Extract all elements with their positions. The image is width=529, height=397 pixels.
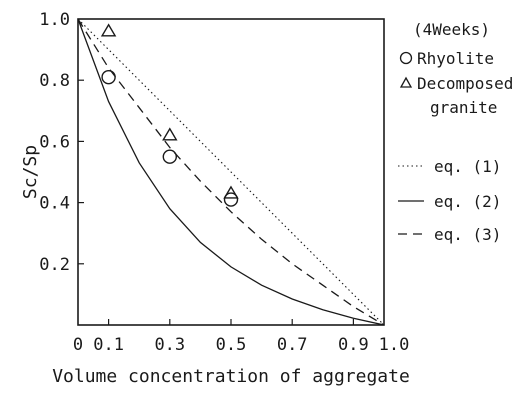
x-tick-label: 1.0 <box>379 335 410 355</box>
y-tick-label: 1.0 <box>39 10 70 30</box>
curve-eq1 <box>77 18 385 326</box>
x-tick-label: 0.3 <box>154 335 185 355</box>
rhyolite-point-1 <box>101 69 116 85</box>
granite-point-2 <box>162 127 178 141</box>
y-tick-label: 0.8 <box>39 71 70 91</box>
legend: (4Weeks) Rhyolite Decomposed granite eq.… <box>398 20 513 244</box>
legend-eq3-label: eq. (3) <box>434 225 501 244</box>
y-axis-title: Sc/Sp <box>20 145 41 199</box>
legend-granite-marker <box>399 76 413 88</box>
x-tick-label: 0 <box>73 335 83 355</box>
x-tick-label: 0.1 <box>93 335 124 355</box>
legend-granite-label-line1: Decomposed <box>417 74 513 93</box>
legend-eq2-label: eq. (2) <box>434 192 501 211</box>
x-axis-title: Volume concentration of aggregate <box>52 366 410 387</box>
granite-point-1 <box>100 23 117 37</box>
granite-point-3 <box>223 185 239 199</box>
x-tick-label: 0.9 <box>338 335 369 355</box>
points-layer <box>100 23 239 207</box>
y-tick-label: 0.2 <box>39 255 70 275</box>
curves-layer <box>77 18 385 326</box>
x-tick-label: 0.7 <box>277 335 308 355</box>
y-tick-label: 0.6 <box>39 132 70 152</box>
rhyolite-point-3 <box>223 192 239 207</box>
legend-rhyolite-label: Rhyolite <box>417 49 494 68</box>
y-tick-label: 0.4 <box>39 194 70 214</box>
curve-eq2 <box>77 18 385 326</box>
legend-eq1-label: eq. (1) <box>434 157 501 176</box>
legend-header: (4Weeks) <box>413 20 490 39</box>
ticks-layer: 0 0.1 0.3 0.5 0.7 0.9 1.0 0.2 0.4 0.6 0.8 1.0 <box>39 10 409 355</box>
legend-granite-label-line2: granite <box>430 98 497 117</box>
curve-eq3 <box>77 18 385 326</box>
rhyolite-point-2 <box>162 149 178 164</box>
legend-rhyolite-marker <box>399 51 413 65</box>
x-tick-label: 0.5 <box>216 335 247 355</box>
